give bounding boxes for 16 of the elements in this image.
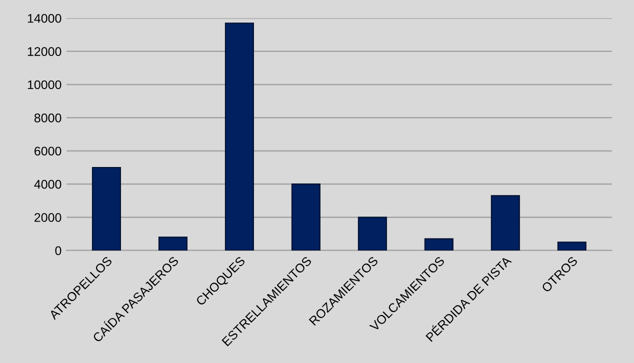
bar xyxy=(424,238,454,250)
bar xyxy=(92,166,121,250)
y-tick-label: 12000 xyxy=(28,47,62,56)
y-tick-label: 14000 xyxy=(28,14,62,23)
bar xyxy=(490,195,520,250)
bar xyxy=(557,242,586,250)
y-tick-label: 2000 xyxy=(34,213,62,222)
y-tick-label: 6000 xyxy=(34,146,62,156)
y-tick-label: 4000 xyxy=(34,180,62,189)
y-tick-label: 10000 xyxy=(28,80,62,90)
y-tick-label: 0 xyxy=(55,246,62,256)
bar xyxy=(224,22,254,250)
y-tick-label: 8000 xyxy=(34,114,62,122)
bar xyxy=(291,184,320,250)
bar xyxy=(358,216,387,250)
bar xyxy=(158,236,188,250)
